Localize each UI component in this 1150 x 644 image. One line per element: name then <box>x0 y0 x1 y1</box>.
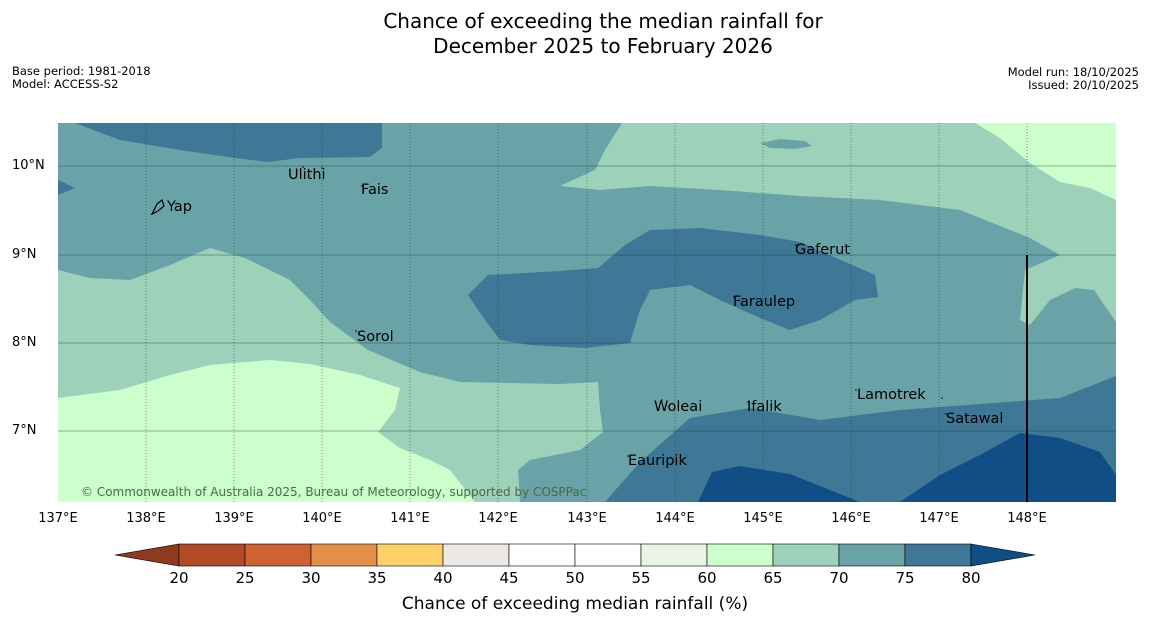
colorbar-tick-40: 40 <box>433 569 453 587</box>
colorbar-tick-80: 80 <box>961 569 981 587</box>
place-label-satawal: Satawal <box>946 411 1004 427</box>
colorbar-tick-60: 60 <box>697 569 717 587</box>
region-75-80-west-edge <box>58 180 75 195</box>
region-75-80-north <box>58 123 382 162</box>
colorbar-bin-20-25 <box>178 543 246 567</box>
place-label-woleai: Woleai <box>654 399 703 415</box>
colorbar-tick-25: 25 <box>235 569 255 587</box>
issued-text: Issued: 20/10/2025 <box>1028 78 1139 92</box>
colorbar-tick-30: 30 <box>301 569 321 587</box>
lon-label-141e: 141°E <box>390 511 430 526</box>
place-label-lamotrek: Lamotrek <box>857 387 926 403</box>
colorbar-extend-low <box>114 543 180 567</box>
colorbar-bin-65-70 <box>772 543 840 567</box>
copyright-notice: © Commonwealth of Australia 2025, Bureau… <box>81 485 587 499</box>
yap-island-shape <box>150 198 165 216</box>
colorbar-bin-75-80 <box>904 543 972 567</box>
place-label-ifalik: Ifalik <box>747 399 782 415</box>
lat-label-8n: 8°N <box>12 335 37 350</box>
lon-label-146e: 146°E <box>831 511 871 526</box>
place-label-sorol: Sorol <box>357 329 394 345</box>
colorbar-title: Chance of exceeding median rainfall (%) <box>401 594 749 614</box>
colorbar-tick-70: 70 <box>829 569 849 587</box>
map-title-line-2: December 2025 to February 2026 <box>433 34 773 58</box>
place-label-ulithi: Ulithi <box>288 167 326 183</box>
place-label-yap: Yap <box>167 199 192 215</box>
place-label-faraulep: Faraulep <box>733 294 796 310</box>
region-80-plus-south <box>698 466 860 502</box>
lon-label-138e: 138°E <box>126 511 166 526</box>
colorbar-bin-30-35 <box>310 543 378 567</box>
lat-label-7n: 7°N <box>12 423 37 438</box>
region-60-65-northeast <box>975 123 1116 200</box>
lat-label-9n: 9°N <box>12 247 37 262</box>
region-80-plus-southeast <box>900 433 1116 502</box>
island-dots <box>302 166 947 457</box>
model-run-text: Model run: 18/10/2025 <box>1007 65 1139 79</box>
colorbar-bin-40-45 <box>442 543 510 567</box>
colorbar-bin-55-60 <box>640 543 708 567</box>
colorbar-bin-60-65 <box>706 543 774 567</box>
colorbar-bin-35-40 <box>376 543 444 567</box>
lon-label-143e: 143°E <box>567 511 607 526</box>
lon-label-137e: 137°E <box>38 511 78 526</box>
colorbar-bin-45-50 <box>508 543 576 567</box>
colorbar <box>114 543 1036 567</box>
lon-label-145e: 145°E <box>743 511 783 526</box>
model-text: Model: ACCESS-S2 <box>12 77 119 91</box>
lon-label-142e: 142°E <box>478 511 518 526</box>
lon-label-140e: 140°E <box>302 511 342 526</box>
map-title-line-1: Chance of exceeding the median rainfall … <box>383 9 823 33</box>
place-label-eauripik: Eauripik <box>628 453 687 469</box>
lat-label-10n: 10°N <box>12 158 45 173</box>
colorbar-tick-65: 65 <box>763 569 783 587</box>
region-70-75-island <box>760 139 812 149</box>
colorbar-bin-70-75 <box>838 543 906 567</box>
colorbar-tick-35: 35 <box>367 569 387 587</box>
colorbar-tick-55: 55 <box>631 569 651 587</box>
lon-label-144e: 144°E <box>655 511 695 526</box>
place-label-gaferut: Gaferut <box>795 242 850 258</box>
region-75-80-central <box>468 228 878 348</box>
colorbar-bin-50-55 <box>574 543 642 567</box>
colorbar-tick-50: 50 <box>565 569 585 587</box>
region-65-70-northeast <box>560 123 1116 325</box>
lon-label-139e: 139°E <box>214 511 254 526</box>
lon-label-147e: 147°E <box>919 511 959 526</box>
colorbar-tick-45: 45 <box>499 569 519 587</box>
base-period-text: Base period: 1981-2018 <box>12 64 151 78</box>
colorbar-tick-75: 75 <box>895 569 915 587</box>
lon-label-148e: 148°E <box>1007 511 1047 526</box>
colorbar-tick-20: 20 <box>169 569 189 587</box>
colorbar-extend-high <box>970 543 1036 567</box>
place-label-fais: Fais <box>361 182 389 198</box>
colorbar-bin-25-30 <box>244 543 312 567</box>
